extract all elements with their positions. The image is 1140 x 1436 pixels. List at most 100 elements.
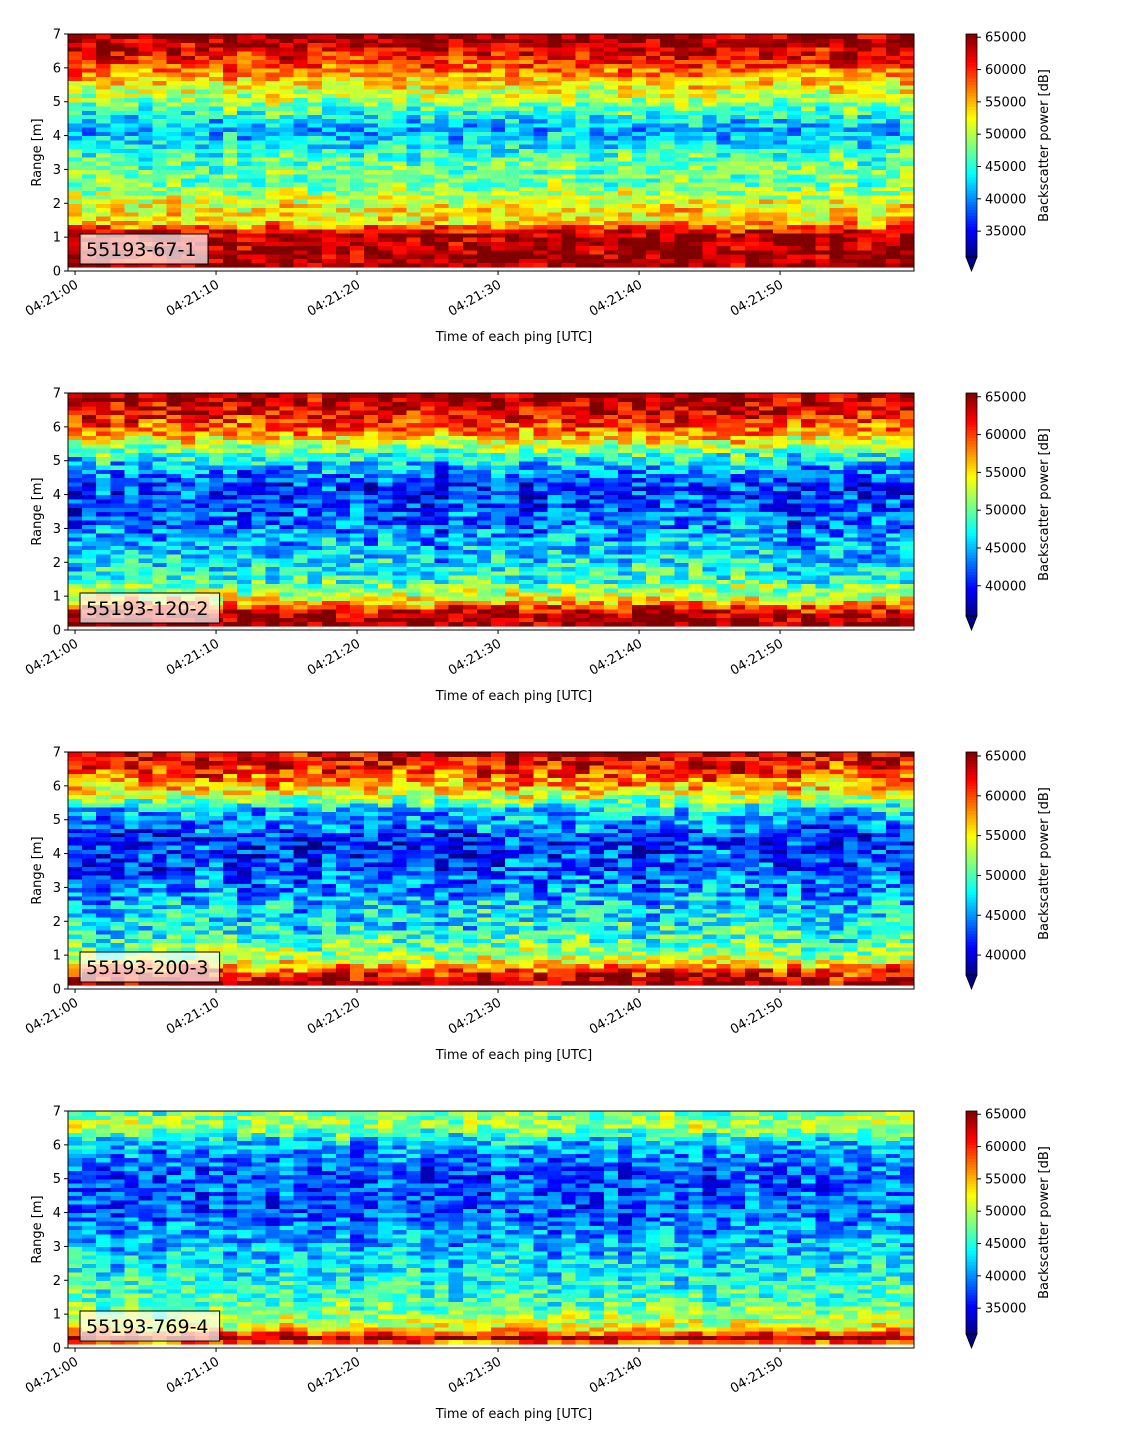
heatmap-cell xyxy=(251,473,266,479)
heatmap-cell xyxy=(364,524,379,530)
heatmap-cell xyxy=(730,160,746,166)
heatmap-cell xyxy=(265,59,281,65)
colorbar-segment xyxy=(966,117,977,122)
heatmap-cell xyxy=(406,486,422,491)
heatmap-cell xyxy=(68,89,83,94)
heatmap-cell xyxy=(335,228,351,234)
heatmap-cell xyxy=(589,118,605,124)
heatmap-cell xyxy=(392,215,407,221)
heatmap-cell xyxy=(857,199,873,204)
heatmap-cell xyxy=(223,105,238,111)
heatmap-cell xyxy=(462,97,478,103)
heatmap-cell xyxy=(110,574,125,580)
heatmap-cell xyxy=(293,503,309,508)
heatmap-cell xyxy=(166,511,182,517)
heatmap-cell xyxy=(68,160,83,166)
heatmap-cell xyxy=(561,160,577,166)
heatmap-cell xyxy=(787,211,802,217)
colorbar-segment xyxy=(966,67,977,71)
heatmap-cell xyxy=(857,211,873,217)
heatmap-cell xyxy=(533,211,548,217)
heatmap-cell xyxy=(364,477,379,483)
heatmap-cell xyxy=(730,186,746,192)
heatmap-cell xyxy=(434,617,450,623)
heatmap-cell xyxy=(829,127,845,132)
heatmap-cell xyxy=(448,105,464,111)
heatmap-cell xyxy=(251,469,266,475)
heatmap-cell xyxy=(293,393,309,398)
heatmap-cell xyxy=(392,254,407,259)
heatmap-cell xyxy=(857,215,873,221)
heatmap-cell xyxy=(660,135,675,141)
heatmap-cell xyxy=(491,245,506,251)
heatmap-cell xyxy=(843,105,859,111)
heatmap-cell xyxy=(787,220,802,226)
heatmap-cell xyxy=(829,59,845,65)
heatmap-cell xyxy=(124,160,140,166)
heatmap-cell xyxy=(505,42,520,48)
heatmap-cell xyxy=(843,203,859,209)
heatmap-cell xyxy=(124,583,140,589)
heatmap-cell xyxy=(307,232,323,238)
heatmap-cell xyxy=(307,591,323,597)
heatmap-cell xyxy=(787,139,802,145)
heatmap-cell xyxy=(152,426,168,432)
heatmap-cell xyxy=(420,101,436,107)
heatmap-cell xyxy=(519,173,534,179)
heatmap-cell xyxy=(335,84,351,90)
heatmap-cell xyxy=(420,426,436,432)
heatmap-cell xyxy=(209,397,224,403)
heatmap-cell xyxy=(434,110,450,116)
heatmap-cell xyxy=(815,220,830,226)
heatmap-cell xyxy=(82,490,97,496)
heatmap-cell xyxy=(378,494,393,500)
heatmap-cell xyxy=(350,608,365,614)
heatmap-cell xyxy=(265,249,281,255)
heatmap-cell xyxy=(392,426,407,432)
heatmap-cell xyxy=(152,97,168,103)
heatmap-cell xyxy=(265,148,281,154)
heatmap-cell xyxy=(180,545,196,551)
heatmap-cell xyxy=(223,418,238,424)
heatmap-cell xyxy=(68,144,83,149)
heatmap-cell xyxy=(68,532,83,538)
heatmap-cell xyxy=(702,34,718,39)
heatmap-cell xyxy=(730,67,746,73)
heatmap-cell xyxy=(265,536,281,542)
heatmap-cell xyxy=(223,249,238,255)
heatmap-cell xyxy=(335,536,351,542)
heatmap-cell xyxy=(166,549,182,555)
heatmap-cell xyxy=(857,148,873,154)
heatmap-cell xyxy=(237,46,252,52)
heatmap-cell xyxy=(279,152,295,158)
heatmap-cell xyxy=(730,63,746,69)
colorbar-segment xyxy=(966,245,977,250)
heatmap-cell xyxy=(209,237,224,242)
heatmap-cell xyxy=(68,435,83,441)
heatmap-cell xyxy=(688,245,704,251)
heatmap-cell xyxy=(138,397,154,403)
heatmap-cell xyxy=(350,596,365,601)
heatmap-cell xyxy=(603,127,619,132)
heatmap-cell xyxy=(744,97,760,103)
heatmap-cell xyxy=(829,101,845,107)
heatmap-cell xyxy=(237,42,252,48)
heatmap-cell xyxy=(223,135,238,141)
heatmap-cell xyxy=(110,515,125,521)
heatmap-cell xyxy=(251,122,266,128)
heatmap-cell xyxy=(871,228,887,234)
heatmap-cell xyxy=(476,76,492,82)
heatmap-cell xyxy=(575,72,591,77)
heatmap-cell xyxy=(237,152,252,158)
heatmap-cell xyxy=(96,80,111,86)
heatmap-cell xyxy=(801,169,816,175)
heatmap-cell xyxy=(279,570,295,576)
heatmap-cell xyxy=(251,621,266,627)
heatmap-cell xyxy=(166,574,182,580)
heatmap-cell xyxy=(857,258,873,264)
heatmap-cell xyxy=(829,215,845,221)
heatmap-cell xyxy=(392,207,407,213)
heatmap-cell xyxy=(321,220,337,226)
heatmap-cell xyxy=(420,393,436,398)
heatmap-cell xyxy=(406,203,422,209)
